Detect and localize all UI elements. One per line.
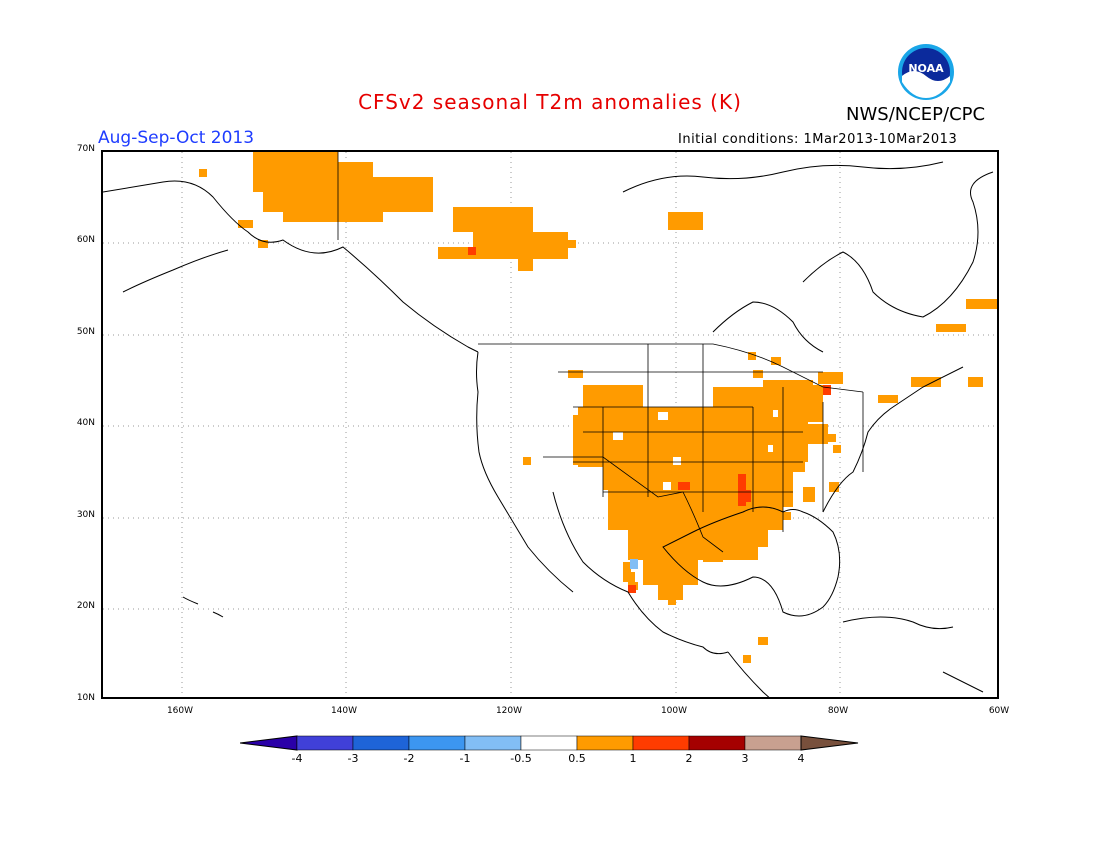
colorbar-label: -0.5	[510, 752, 532, 765]
lat-label: 40N	[76, 418, 95, 428]
lat-label: 70N	[76, 144, 95, 154]
lon-label: 60W	[988, 706, 1010, 716]
colorbar-label: 1	[629, 752, 637, 765]
map-frame	[101, 150, 999, 699]
lon-label: 80W	[827, 706, 849, 716]
colorbar-label: 3	[741, 752, 749, 765]
colorbar-segment	[632, 735, 690, 751]
colorbar-label: -4	[291, 752, 303, 765]
agency-label: NWS/NCEP/CPC	[846, 104, 986, 125]
lat-label: 50N	[76, 327, 95, 337]
noaa-logo: NOAA	[896, 42, 956, 102]
colorbar-segment	[464, 735, 522, 751]
lon-label: 140W	[330, 706, 358, 716]
chart-title: CFSv2 seasonal T2m anomalies (K)	[358, 90, 742, 114]
colorbar	[239, 735, 860, 755]
noaa-logo-text: NOAA	[908, 62, 944, 75]
colorbar-label: 2	[685, 752, 693, 765]
colorbar-label: -3	[347, 752, 359, 765]
colorbar-label: 0.5	[568, 752, 586, 765]
lon-label: 120W	[495, 706, 523, 716]
colorbar-label: -1	[459, 752, 471, 765]
map-canvas	[103, 152, 997, 697]
colorbar-segment	[520, 735, 578, 751]
anomaly-shading-high	[468, 247, 831, 593]
colorbar-svg	[239, 735, 859, 751]
colorbar-arrow-high	[800, 735, 859, 751]
colorbar-segment	[688, 735, 746, 751]
lat-label: 10N	[76, 693, 95, 703]
anomaly-shading-negative	[630, 559, 638, 569]
anomaly-shading-positive	[199, 152, 997, 663]
lon-label: 160W	[166, 706, 194, 716]
initial-conditions-label: Initial conditions: 1Mar2013-10Mar2013	[678, 132, 958, 147]
colorbar-segment	[576, 735, 634, 751]
lat-label: 60N	[76, 235, 95, 245]
lon-label: 100W	[660, 706, 688, 716]
colorbar-arrow-low	[239, 735, 298, 751]
colorbar-label: 4	[797, 752, 805, 765]
colorbar-segment	[408, 735, 466, 751]
colorbar-segment	[352, 735, 410, 751]
lat-label: 30N	[76, 510, 95, 520]
colorbar-segment	[744, 735, 802, 751]
anomaly-gaps	[613, 412, 681, 490]
coastlines	[103, 161, 994, 697]
season-label: Aug-Sep-Oct 2013	[98, 128, 255, 148]
lat-label: 20N	[76, 601, 95, 611]
colorbar-segment	[296, 735, 354, 751]
colorbar-label: -2	[403, 752, 415, 765]
political-boundaries	[337, 152, 864, 553]
